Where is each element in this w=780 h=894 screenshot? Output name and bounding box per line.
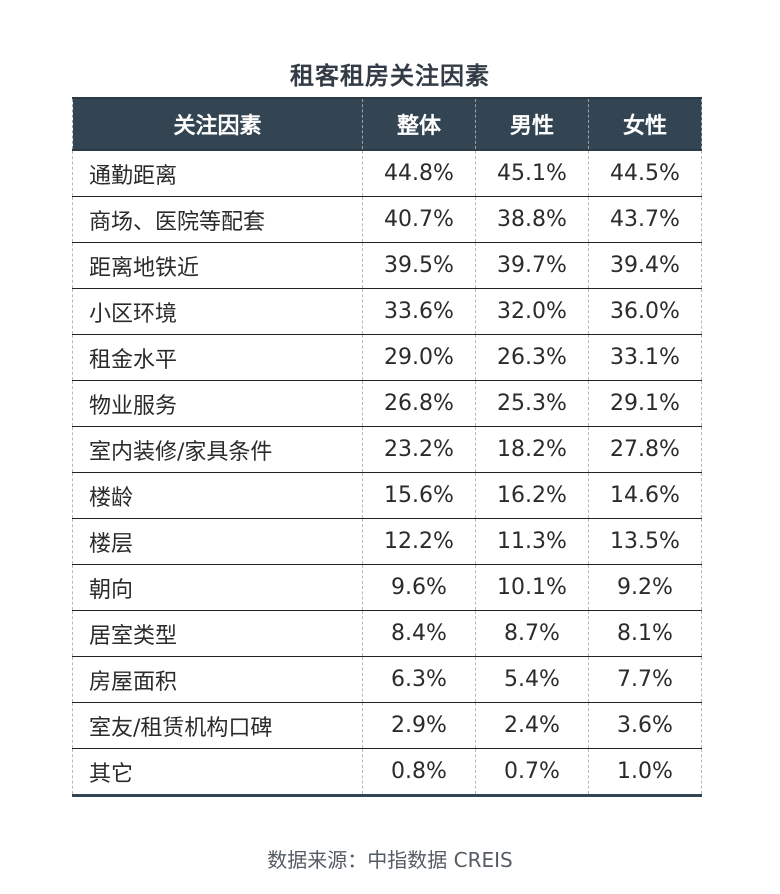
- female-value: 36.0%: [588, 288, 702, 335]
- male-value: 25.3%: [475, 380, 589, 427]
- male-value: 45.1%: [475, 149, 589, 197]
- female-value: 1.0%: [588, 748, 702, 797]
- factor-label: 其它: [72, 748, 363, 797]
- overall-value: 8.4%: [362, 610, 476, 657]
- overall-value: 29.0%: [362, 334, 476, 381]
- overall-value: 6.3%: [362, 656, 476, 703]
- female-value: 33.1%: [588, 334, 702, 381]
- male-value: 8.7%: [475, 610, 589, 657]
- table-row: 室内装修/家具条件 23.2% 18.2% 27.8%: [72, 426, 702, 473]
- header-factor: 关注因素: [72, 97, 363, 151]
- table-row: 物业服务 26.8% 25.3% 29.1%: [72, 380, 702, 427]
- male-value: 11.3%: [475, 518, 589, 565]
- male-value: 5.4%: [475, 656, 589, 703]
- female-value: 29.1%: [588, 380, 702, 427]
- overall-value: 9.6%: [362, 564, 476, 611]
- overall-value: 39.5%: [362, 242, 476, 289]
- factor-label: 室友/租赁机构口碑: [72, 702, 363, 749]
- female-value: 3.6%: [588, 702, 702, 749]
- factor-label: 小区环境: [72, 288, 363, 335]
- table-row: 楼龄 15.6% 16.2% 14.6%: [72, 472, 702, 519]
- male-value: 38.8%: [475, 196, 589, 243]
- factor-label: 商场、医院等配套: [72, 196, 363, 243]
- male-value: 2.4%: [475, 702, 589, 749]
- factor-label: 室内装修/家具条件: [72, 426, 363, 473]
- overall-value: 2.9%: [362, 702, 476, 749]
- overall-value: 33.6%: [362, 288, 476, 335]
- table-row: 商场、医院等配套 40.7% 38.8% 43.7%: [72, 196, 702, 243]
- table-row: 楼层 12.2% 11.3% 13.5%: [72, 518, 702, 565]
- table-row: 通勤距离 44.8% 45.1% 44.5%: [72, 149, 702, 197]
- male-value: 16.2%: [475, 472, 589, 519]
- female-value: 7.7%: [588, 656, 702, 703]
- male-value: 32.0%: [475, 288, 589, 335]
- female-value: 27.8%: [588, 426, 702, 473]
- female-value: 8.1%: [588, 610, 702, 657]
- table-row: 居室类型 8.4% 8.7% 8.1%: [72, 610, 702, 657]
- female-value: 39.4%: [588, 242, 702, 289]
- female-value: 9.2%: [588, 564, 702, 611]
- factor-label: 楼层: [72, 518, 363, 565]
- male-value: 10.1%: [475, 564, 589, 611]
- male-value: 39.7%: [475, 242, 589, 289]
- factor-label: 房屋面积: [72, 656, 363, 703]
- table-row: 小区环境 33.6% 32.0% 36.0%: [72, 288, 702, 335]
- header-overall: 整体: [362, 97, 476, 151]
- header-female: 女性: [588, 97, 702, 151]
- chart-title: 租客租房关注因素: [290, 62, 490, 90]
- male-value: 0.7%: [475, 748, 589, 797]
- factor-label: 居室类型: [72, 610, 363, 657]
- table-row: 距离地铁近 39.5% 39.7% 39.4%: [72, 242, 702, 289]
- table-row: 其它 0.8% 0.7% 1.0%: [72, 748, 702, 797]
- male-value: 26.3%: [475, 334, 589, 381]
- factor-label: 物业服务: [72, 380, 363, 427]
- table-header-row: 关注因素 整体 男性 女性: [72, 97, 702, 151]
- male-value: 18.2%: [475, 426, 589, 473]
- overall-value: 40.7%: [362, 196, 476, 243]
- table-row: 朝向 9.6% 10.1% 9.2%: [72, 564, 702, 611]
- female-value: 44.5%: [588, 149, 702, 197]
- factor-label: 租金水平: [72, 334, 363, 381]
- overall-value: 44.8%: [362, 149, 476, 197]
- table-row: 房屋面积 6.3% 5.4% 7.7%: [72, 656, 702, 703]
- factors-table: 关注因素 整体 男性 女性 通勤距离 44.8% 45.1% 44.5% 商场、医院等配…: [72, 97, 702, 797]
- overall-value: 23.2%: [362, 426, 476, 473]
- overall-value: 15.6%: [362, 472, 476, 519]
- factor-label: 朝向: [72, 564, 363, 611]
- female-value: 14.6%: [588, 472, 702, 519]
- header-male: 男性: [475, 97, 589, 151]
- factor-label: 距离地铁近: [72, 242, 363, 289]
- female-value: 43.7%: [588, 196, 702, 243]
- data-source-note: 数据来源：中指数据 CREIS: [267, 848, 513, 872]
- table-row: 室友/租赁机构口碑 2.9% 2.4% 3.6%: [72, 702, 702, 749]
- overall-value: 0.8%: [362, 748, 476, 797]
- female-value: 13.5%: [588, 518, 702, 565]
- overall-value: 26.8%: [362, 380, 476, 427]
- table-body: 通勤距离 44.8% 45.1% 44.5% 商场、医院等配套 40.7% 38.8% 43.…: [72, 149, 702, 797]
- factor-label: 楼龄: [72, 472, 363, 519]
- overall-value: 12.2%: [362, 518, 476, 565]
- table-row: 租金水平 29.0% 26.3% 33.1%: [72, 334, 702, 381]
- factor-label: 通勤距离: [72, 149, 363, 197]
